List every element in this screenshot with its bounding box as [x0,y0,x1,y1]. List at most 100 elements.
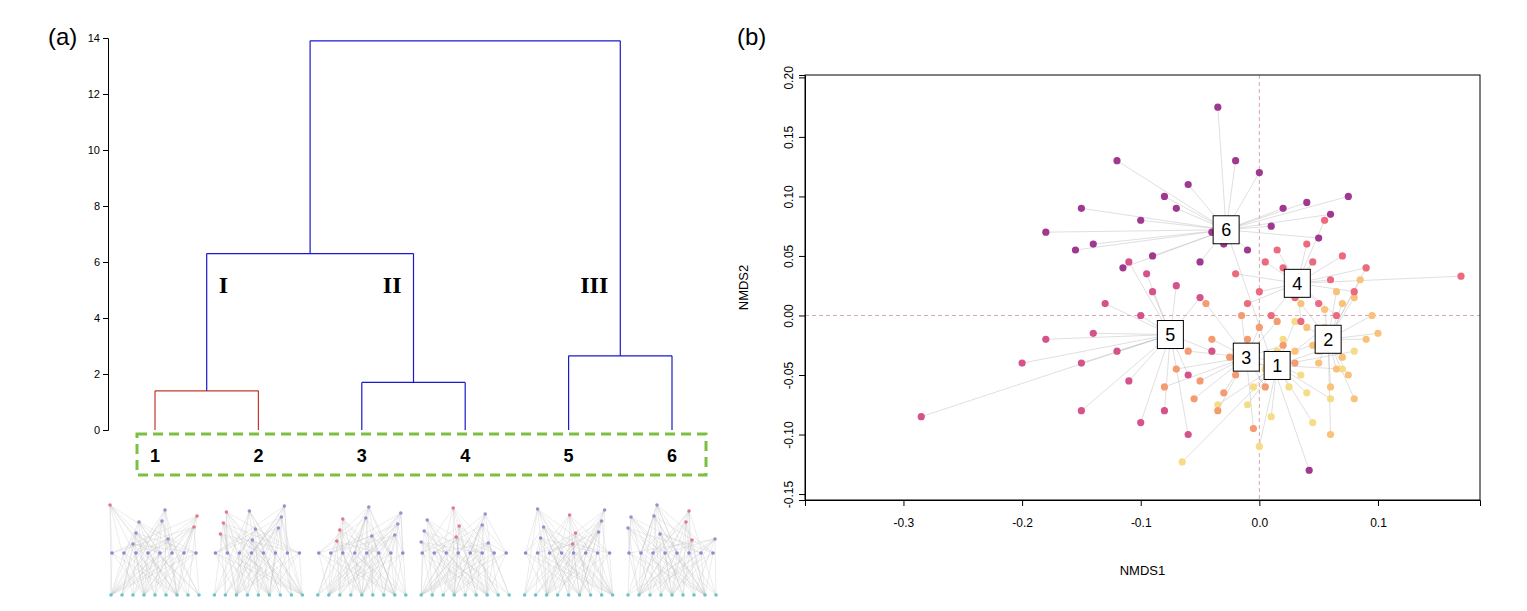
point [1125,258,1132,265]
network-node [401,551,405,555]
tick: -0.05 [782,362,805,390]
network-node [451,506,455,510]
network-edge [541,538,598,553]
panel-a: (a)02468101214IIIIII123456 [48,23,718,597]
centroid-box [1213,216,1239,244]
network-node [370,534,374,538]
network-edge [318,535,395,595]
spider-line [1081,208,1226,229]
network-node [235,593,239,597]
network-edge [111,553,148,595]
network-node [539,536,543,540]
network-edge [631,517,701,553]
network-node [298,551,302,555]
centroid-label: 1 [1272,356,1282,376]
point [1256,443,1263,450]
tick-label: 6 [94,256,100,268]
network-node [170,551,174,555]
tick-mark [903,500,904,506]
network-node [214,551,218,555]
point [1244,300,1251,307]
point-series [1232,217,1465,325]
point [1327,383,1334,390]
point [1078,205,1085,212]
network-edge [155,521,162,595]
network-node [425,518,429,522]
leaf-label: 1 [150,446,160,466]
point [1250,425,1257,432]
point [1309,419,1316,426]
spider-line [1075,230,1226,250]
network-node [572,551,576,555]
network-node [655,503,659,507]
network-node [629,515,633,519]
network-node [195,514,199,518]
leaf-label: 4 [460,446,470,466]
tick: 2 [94,368,108,380]
network-edge [362,553,403,595]
point [1291,359,1298,366]
centroid-label: 2 [1323,330,1333,350]
point [1274,318,1281,325]
network-edge [421,553,458,595]
tick: 12 [88,88,108,100]
network-node [441,593,445,597]
network-edge [251,553,269,595]
centroid-label: 3 [1241,348,1251,368]
point [1351,395,1358,402]
network-edge [144,510,165,595]
tick-label: -0.05 [782,362,796,390]
network-edge [331,553,362,595]
point [1279,205,1286,212]
network-edge [165,510,166,595]
network-node [626,526,630,530]
point [1161,383,1168,390]
network-node [213,593,217,597]
network-edge [421,553,506,595]
network-node [687,551,691,555]
network-node [485,593,489,597]
network-edge [249,511,275,553]
network-edge [223,523,299,553]
point [1363,336,1370,343]
network-edge [574,553,580,595]
network-edge [562,553,580,595]
branch-vertical [620,41,621,356]
centroid-labels: 123456 [1157,216,1341,380]
network-edge [144,553,172,595]
point [1208,336,1215,343]
network-node [430,593,434,597]
network-edge [536,510,605,595]
network-edge [355,518,366,553]
network-edge [136,533,160,553]
panel-label: (b) [737,23,766,50]
plot-frame [805,75,1480,500]
network-edge [547,553,586,595]
point [1214,104,1221,111]
network-edge [184,516,197,553]
network-node [663,551,667,555]
network-node [571,542,575,546]
network-node [131,593,135,597]
network-node [371,593,375,597]
network-node [545,593,549,597]
network-edge [628,539,715,595]
tick-label: 12 [88,88,100,100]
point [1125,377,1132,384]
network-node [483,512,487,516]
network-edge [215,528,278,553]
tick-label: 4 [94,312,100,324]
point [1137,217,1144,224]
branch-vertical [258,391,259,430]
network-node [486,541,490,545]
network-edge [226,512,299,553]
network-edge [453,508,458,553]
network-edge [586,532,599,553]
network-node [153,593,157,597]
network-edge [422,508,453,553]
leaf-label: 5 [564,446,574,466]
network-edge [525,509,538,595]
branch-vertical [568,356,569,430]
network-edge [538,553,613,595]
figure: (a)02468101214IIIIII123456(b)123456-0.3-… [0,0,1527,611]
